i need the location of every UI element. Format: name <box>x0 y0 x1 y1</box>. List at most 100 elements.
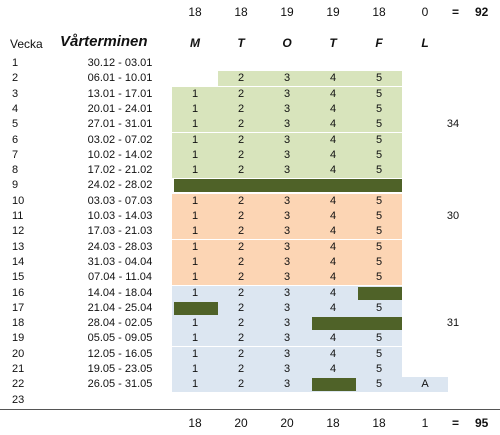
day-cell <box>402 240 448 255</box>
day-cell: 1 <box>172 377 218 392</box>
day-cell <box>402 178 448 193</box>
day-number: 3 <box>283 240 291 253</box>
day-number: 2 <box>237 102 245 115</box>
week-dates: 10.03 - 14.03 <box>87 210 153 222</box>
term-band <box>172 362 402 377</box>
day-cell: 3 <box>264 286 310 301</box>
day-cell: 2 <box>218 362 264 377</box>
day-cell <box>264 56 310 71</box>
day-cell: 3 <box>264 133 310 148</box>
day-cell: 4 <box>310 347 356 362</box>
week-dates: 14.04 - 18.04 <box>87 286 153 299</box>
day-cell: A <box>402 377 448 392</box>
day-cell: 4 <box>310 71 356 86</box>
top-equals: = <box>452 5 460 19</box>
day-cell: 5 <box>356 87 402 102</box>
day-cell: 5 <box>356 148 402 163</box>
day-number: 1 <box>191 133 199 146</box>
day-cell: 1 <box>172 102 218 117</box>
day-number: 3 <box>283 72 291 85</box>
term-band <box>172 193 402 209</box>
top-total: 92 <box>475 5 489 19</box>
bottom-equals: = <box>452 416 460 430</box>
week-number: 22 <box>12 378 25 391</box>
day-cell <box>310 178 356 193</box>
day-number: 5 <box>375 225 383 238</box>
day-cell: 1 <box>172 224 218 239</box>
table-row: 1 30.12 - 03.01 <box>0 56 500 71</box>
day-cell <box>310 316 356 331</box>
week-dates: 17.02 - 21.02 <box>87 164 153 177</box>
day-cell: 1 <box>172 87 218 102</box>
day-cell: 5 <box>356 347 402 362</box>
week-number: 8 <box>12 164 19 177</box>
day-cell: 1 <box>172 148 218 163</box>
term-band <box>172 300 402 316</box>
day-number: 4 <box>329 225 337 238</box>
day-cell: 3 <box>264 102 310 117</box>
day-cell <box>172 393 218 408</box>
day-cell: 5 <box>356 377 402 392</box>
day-cell: 4 <box>310 270 356 285</box>
day-cell: 3 <box>264 148 310 163</box>
day-cell <box>356 286 402 301</box>
day-cell <box>402 286 448 301</box>
day-number: 2 <box>237 332 245 345</box>
day-cell <box>356 316 402 331</box>
bottom-total: 95 <box>475 416 489 430</box>
day-cell <box>402 71 448 86</box>
day-cell <box>172 178 218 193</box>
day-header-mon: M <box>190 36 200 50</box>
day-number: 3 <box>283 225 291 238</box>
day-number: A <box>421 378 429 391</box>
day-cell: 3 <box>264 301 310 316</box>
week-number: 1 <box>12 57 19 69</box>
week-number: 2 <box>12 72 19 85</box>
day-cell: 3 <box>264 117 310 132</box>
day-cell <box>264 178 310 193</box>
day-number: 5 <box>375 72 383 85</box>
table-row: 4 20.01 - 24.01 1 2 3 4 5 <box>0 101 500 117</box>
day-cell: 5 <box>356 255 402 270</box>
day-number: 3 <box>283 271 291 284</box>
week-number: 23 <box>12 393 25 406</box>
table-row: 20 12.05 - 16.05 1 2 3 4 5 <box>0 346 500 362</box>
day-number: 1 <box>191 347 199 360</box>
day-cell: 5 <box>356 209 402 224</box>
day-header-wed: O <box>282 36 292 50</box>
term-band <box>172 377 448 393</box>
day-number: 2 <box>237 255 245 268</box>
day-cell: 2 <box>218 87 264 102</box>
day-number: 4 <box>329 363 337 375</box>
day-number: 5 <box>375 271 383 284</box>
day-cell <box>402 301 448 316</box>
day-cell: 2 <box>218 331 264 346</box>
table-row: 2 06.01 - 10.01 2 3 4 5 <box>0 71 500 87</box>
period-total: 34 <box>446 118 460 131</box>
week-dates: 26.05 - 31.05 <box>87 378 153 391</box>
day-cell <box>402 133 448 148</box>
day-number: 3 <box>283 317 291 330</box>
week-number: 6 <box>12 133 19 146</box>
week-dates: 27.01 - 31.01 <box>87 118 153 131</box>
bottom-count-tue: 20 <box>234 416 248 430</box>
day-number: 4 <box>329 240 337 253</box>
day-number: 2 <box>237 194 245 207</box>
day-number: 2 <box>237 133 245 146</box>
day-cell <box>402 148 448 163</box>
week-number: 4 <box>12 102 19 115</box>
week-dates: 17.03 - 21.03 <box>87 225 153 238</box>
period-total: 31 <box>446 317 460 330</box>
day-number: 5 <box>375 102 383 115</box>
day-number: 3 <box>283 164 291 177</box>
table-row: 9 24.02 - 28.02 <box>0 178 500 193</box>
term-band <box>172 346 402 362</box>
day-number: 2 <box>237 72 245 85</box>
day-cell <box>402 362 448 377</box>
week-number: 14 <box>12 255 25 268</box>
day-header-tue: T <box>237 36 245 50</box>
day-number: 1 <box>191 210 199 222</box>
day-number: 2 <box>237 301 245 314</box>
day-cell: 4 <box>310 87 356 102</box>
day-cell: 5 <box>356 270 402 285</box>
